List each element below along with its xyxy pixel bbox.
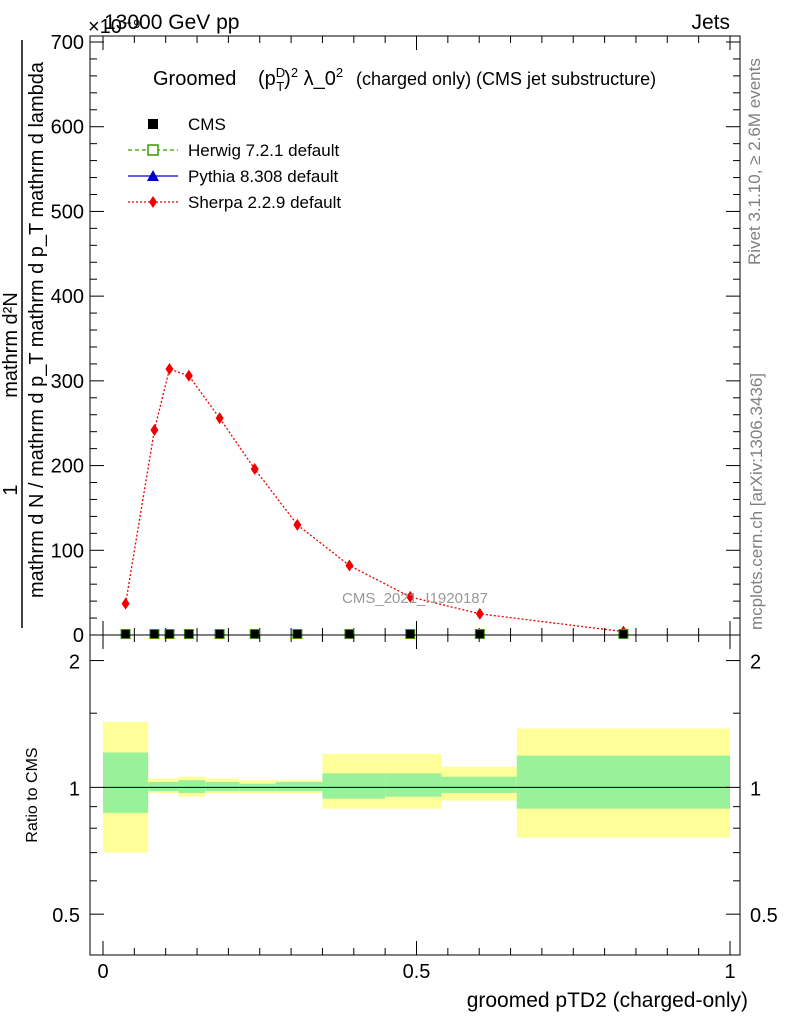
- legend-cms-marker: [148, 119, 158, 129]
- ratio-inner-band: [275, 781, 323, 792]
- main-plot-title: Groomed (pD T)2 λ_02 (charged only) (CMS …: [153, 65, 656, 94]
- sherpa-point: [406, 590, 415, 603]
- y-tick-label: 300: [51, 371, 84, 393]
- sherpa-point: [250, 462, 259, 475]
- ratio-y-tick-label: 2: [69, 652, 80, 674]
- analysis-watermark: CMS_2021_I1920187: [342, 590, 488, 607]
- process-label: Jets: [691, 11, 730, 34]
- ratio-y-tick-label-right: 2: [750, 652, 761, 674]
- cms-point: [475, 630, 484, 638]
- legend-pythia-marker: [147, 170, 159, 181]
- ratio-y-tick-label-right: 1: [750, 778, 761, 800]
- cms-point: [406, 630, 415, 638]
- energy-label: 13000 GeV pp: [104, 11, 239, 34]
- sherpa-point: [293, 518, 302, 531]
- x-tick-label: 1: [724, 961, 735, 983]
- title-prefix: Groomed: [153, 68, 236, 90]
- x-tick-label: 0: [97, 961, 108, 983]
- sherpa-point: [121, 597, 130, 610]
- cms-point: [165, 630, 174, 638]
- y-tick-label: 200: [51, 456, 84, 478]
- ratio-inner-band: [516, 755, 730, 809]
- ratio-inner-band: [322, 773, 386, 799]
- y-tick-label: 0: [73, 625, 84, 647]
- cms-point: [184, 630, 193, 638]
- main-plot-axes: 0 100 200 300 400 500 600 700: [51, 32, 741, 647]
- rivet-label: Rivet 3.1.10, ≥ 2.6M events: [745, 58, 764, 265]
- ratio-inner-band: [385, 773, 442, 797]
- ratio-frame: [89, 634, 741, 956]
- mcplots-label: mcplots.cern.ch [arXiv:1306.3436]: [747, 373, 766, 630]
- sherpa-point: [215, 412, 224, 425]
- title-suffix: (charged only) (CMS jet substructure): [356, 69, 656, 89]
- cms-point: [345, 630, 354, 638]
- x-tick-label: 0.5: [403, 961, 431, 983]
- y-multiplier-label: ×10⁻⁹: [88, 16, 141, 38]
- y-tick-label: 100: [51, 540, 84, 562]
- legend-entry-label: Sherpa 2.2.9 default: [188, 193, 341, 212]
- ratio-y-tick-label: 1: [69, 778, 80, 800]
- ratio-inner-band: [148, 781, 179, 792]
- sherpa-point: [475, 607, 484, 620]
- sherpa-point: [184, 369, 193, 382]
- ratio-y-tick-label: 0.5: [52, 905, 80, 927]
- sherpa-point: [150, 423, 159, 436]
- y-tick-label: 400: [51, 286, 84, 308]
- legend-entry-label: CMS: [188, 115, 226, 134]
- ratio-bands: [103, 721, 730, 853]
- ratio-y-tick-label-right: 0.5: [750, 905, 778, 927]
- cms-point: [215, 630, 224, 638]
- cms-point: [121, 630, 130, 638]
- ratio-ylabel: Ratio to CMS: [24, 747, 41, 842]
- ratio-inner-band: [205, 781, 240, 792]
- y-tick-label: 500: [51, 201, 84, 223]
- y-tick-label: 700: [51, 32, 84, 54]
- cms-point: [293, 630, 302, 638]
- y-tick-label: 600: [51, 117, 84, 139]
- cms-point: [619, 630, 628, 638]
- legend-entry-label: Herwig 7.2.1 default: [188, 141, 339, 160]
- ratio-inner-band: [178, 780, 206, 793]
- sherpa-point: [345, 559, 354, 572]
- legend: CMS Herwig 7.2.1 default Pythia 8.308 defa…: [128, 115, 341, 212]
- legend-entry-label: Pythia 8.308 default: [188, 167, 339, 186]
- ratio-inner-band: [441, 776, 517, 793]
- legend-herwig-marker: [147, 144, 159, 156]
- legend-sherpa-marker: [149, 196, 157, 208]
- cms-point: [150, 630, 159, 638]
- ratio-plot-axes: 0.5 0.5 1 1 2 2 0 0.5 1: [52, 634, 778, 983]
- main-ylabel-bottom: mathrm d N / mathrm d p_T mathrm d p_T m…: [26, 61, 48, 598]
- title-formula: (pD T)2 λ_02: [258, 65, 343, 94]
- x-axis-label: groomed pTD2 (charged-only): [467, 989, 748, 1012]
- main-ylabel-top: 1: [0, 484, 22, 495]
- sherpa-point: [165, 362, 174, 375]
- ratio-inner-band: [103, 752, 149, 813]
- main-plot-data: [120, 362, 629, 639]
- cms-point: [250, 630, 259, 638]
- main-ylabel-numerator: mathrm d²N: [0, 292, 22, 398]
